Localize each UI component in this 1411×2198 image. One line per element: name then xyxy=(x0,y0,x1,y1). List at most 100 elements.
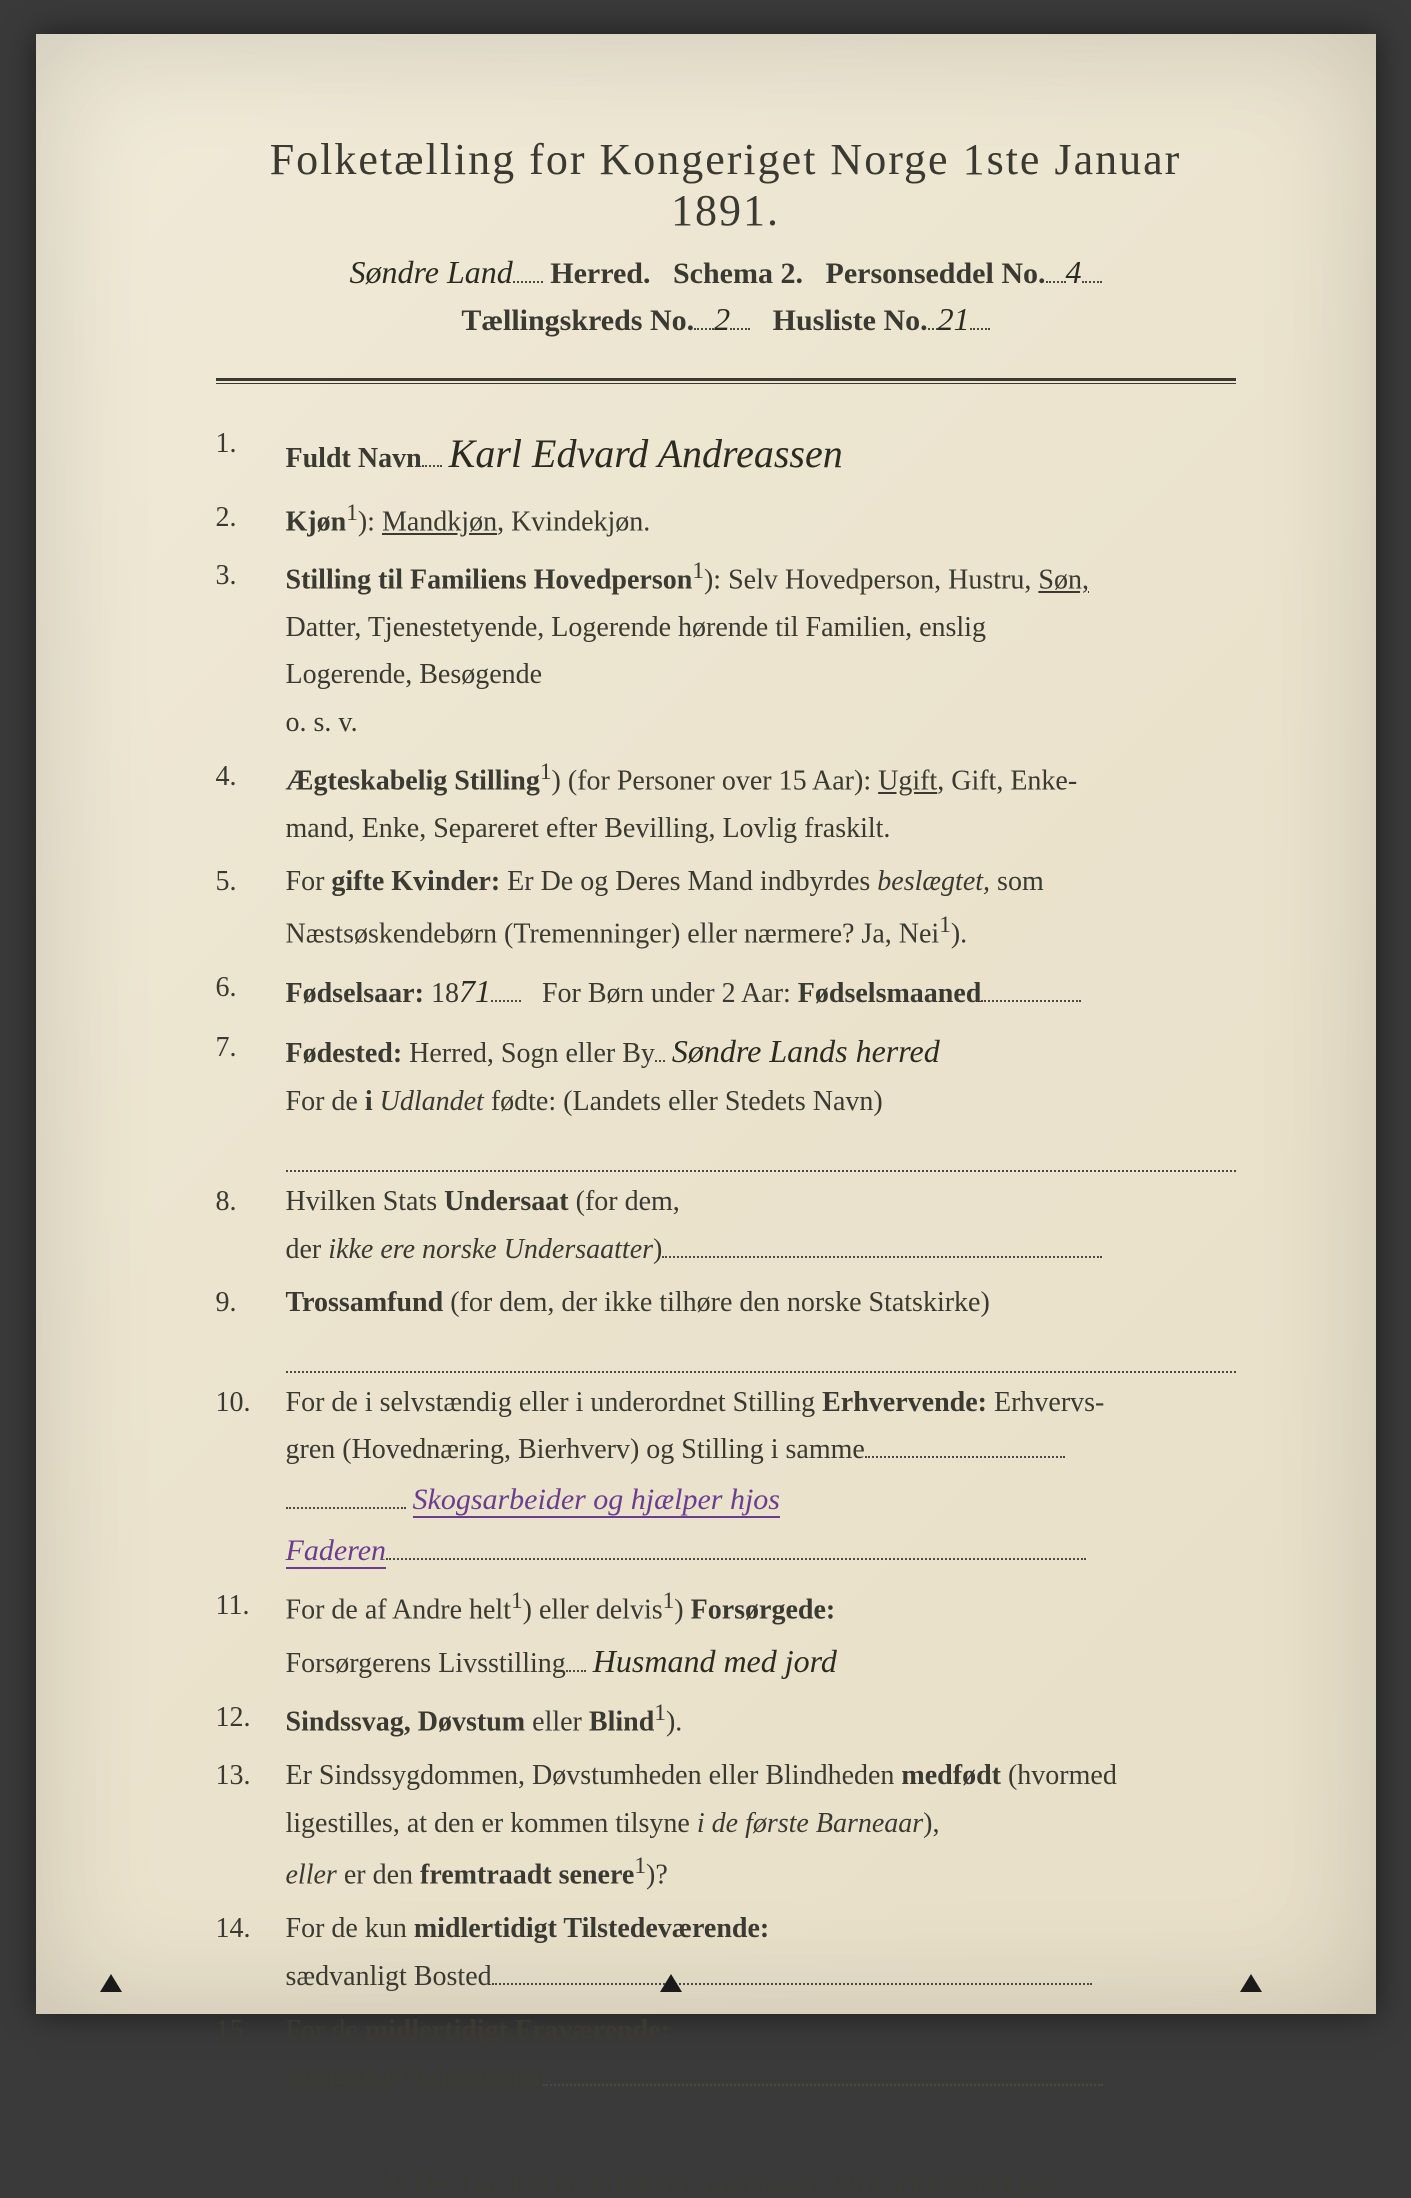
q11-sup1: 1 xyxy=(511,1588,523,1614)
divider-top xyxy=(216,378,1236,384)
tkreds-no: 2 xyxy=(714,301,730,337)
q4-rest1: , Gift, Enke- xyxy=(937,765,1077,796)
q5-text2: som xyxy=(990,866,1044,897)
footnote: 1) De for hvert Tilfælde passende Ord un… xyxy=(216,2163,1236,2198)
q11-value: Husmand med jord xyxy=(593,1643,837,1679)
q13-line2-ital: i de første Barneaar xyxy=(697,1808,923,1839)
q14-line2: sædvanligt Bosted xyxy=(286,1961,492,1992)
q9-text: (for dem, der ikke tilhøre den norske St… xyxy=(443,1287,990,1318)
q6-year-prefix: 18 xyxy=(424,978,459,1009)
field-14-temp-present: For de kun midlertidigt Tilstedeværende:… xyxy=(216,1905,1236,2000)
tkreds-label: Tællingskreds No. xyxy=(461,304,694,337)
q3-line2: Datter, Tjenestetyende, Logerende hørend… xyxy=(286,604,1236,652)
herred-label: Herred. xyxy=(550,257,650,290)
q13-line3-bold: fremtraadt senere xyxy=(420,1860,634,1891)
q3-label: Stilling til Familiens Hovedperson xyxy=(286,564,693,595)
q13-line3a: er den xyxy=(344,1860,420,1891)
q11-bold: Forsørgede: xyxy=(691,1594,836,1625)
q7-value: Søndre Lands herred xyxy=(672,1033,940,1069)
q6-label: Fødselsaar: xyxy=(286,978,424,1009)
q2-label: Kjøn xyxy=(286,506,347,537)
q5-prefix: For xyxy=(286,866,332,897)
q7-blank-line xyxy=(286,1130,1236,1172)
q2-sup: 1 xyxy=(346,500,358,526)
herred-value: Søndre Land xyxy=(349,254,512,290)
q9-bold: Trossamfund xyxy=(286,1287,444,1318)
field-11-supported: For de af Andre helt1) eller delvis1) Fo… xyxy=(216,1582,1236,1688)
q13-line3b: )? xyxy=(646,1860,668,1891)
q7-label: Fødested: xyxy=(286,1038,403,1069)
footnote-sup: 1 xyxy=(380,2163,394,2187)
personseddel-label: Personseddel No. xyxy=(826,257,1046,290)
q2-selected: Mandkjøn xyxy=(382,506,497,537)
q3-line4: o. s. v. xyxy=(286,699,1236,747)
q14-bold: midlertidigt Tilstedeværende: xyxy=(414,1913,769,1944)
field-15-temp-absent: For de midlertidigt Fraværende: antageli… xyxy=(216,2007,1236,2102)
q12-bold: Sindssvag, Døvstum xyxy=(286,1707,526,1738)
q4-label: Ægteskabelig Stilling xyxy=(286,765,540,796)
q14-text1: For de kun xyxy=(286,1913,414,1944)
q3-sup: 1 xyxy=(692,558,704,584)
schema-label: Schema 2. xyxy=(673,257,803,290)
q15-line2: antageligt Opholdssted xyxy=(286,2062,543,2093)
q5-bold1: gifte Kvinder: xyxy=(331,866,500,897)
q4-selected: Ugift xyxy=(878,765,937,796)
q10-value1: Skogsarbeider og hjælper hjos xyxy=(413,1483,781,1518)
q11-sup2: 1 xyxy=(663,1588,675,1614)
q13-bold1: medfødt xyxy=(901,1760,1001,1791)
q3-line3: Logerende, Besøgende xyxy=(286,651,1236,699)
field-13-disability-cause: Er Sindssygdommen, Døvstumheden eller Bl… xyxy=(216,1752,1236,1899)
document-page: Folketælling for Kongeriget Norge 1ste J… xyxy=(36,34,1376,2014)
q4-sup: 1 xyxy=(540,759,552,785)
q6-year-value: 71 xyxy=(459,973,491,1009)
binding-mark-center xyxy=(656,1966,686,1996)
q6-born-bold: Fødselsmaaned xyxy=(798,978,982,1009)
divider-bottom xyxy=(216,2132,1236,2133)
q12-sup: 1 xyxy=(654,1700,666,1726)
field-3-relation: Stilling til Familiens Hovedperson1): Se… xyxy=(216,552,1236,747)
q10-line2: gren (Hovednæring, Bierhverv) og Stillin… xyxy=(286,1434,865,1465)
husliste-label: Husliste No. xyxy=(773,304,928,337)
q1-value: Karl Edvard Andreassen xyxy=(449,431,843,476)
census-title: Folketælling for Kongeriget Norge 1ste J… xyxy=(216,134,1236,236)
q13-line3-ital: eller xyxy=(286,1860,344,1891)
q15-bold: midlertidigt Fraværende: xyxy=(365,2015,670,2046)
field-8-state-subject: Hvilken Stats Undersaat (for dem, der ik… xyxy=(216,1178,1236,1273)
q5-sup: 1 xyxy=(939,912,951,938)
field-5-married-women: For gifte Kvinder: Er De og Deres Mand i… xyxy=(216,858,1236,958)
field-7-birthplace: Fødested: Herred, Sogn eller By Søndre L… xyxy=(216,1024,1236,1172)
q10-value2: Faderen xyxy=(286,1534,387,1569)
q8-line2: der xyxy=(286,1234,329,1265)
field-6-birthyear: Fødselsaar: 1871 For Børn under 2 Aar: F… xyxy=(216,964,1236,1018)
field-10-occupation: For de i selvstændig eller i underordnet… xyxy=(216,1379,1236,1576)
q1-label: Fuldt Navn xyxy=(286,443,422,474)
q10-text2: Erhvervs- xyxy=(987,1387,1104,1418)
q11-text3: ) xyxy=(674,1594,690,1625)
document-header: Folketælling for Kongeriget Norge 1ste J… xyxy=(216,134,1236,338)
q3-selected: Søn, xyxy=(1038,564,1089,595)
field-4-marital: Ægteskabelig Stilling1) (for Personer ov… xyxy=(216,753,1236,853)
q4-line2: mand, Enke, Separeret efter Bevilling, L… xyxy=(286,805,1236,853)
q7-line2b: i xyxy=(365,1086,373,1117)
footnote-text: ) De for hvert Tilfælde passende Ord und… xyxy=(394,2168,1071,2197)
personseddel-no: 4 xyxy=(1066,254,1082,290)
q13-line2a: ligestilles, at den er kommen tilsyne xyxy=(286,1808,697,1839)
q13-text1: Er Sindssygdommen, Døvstumheden eller Bl… xyxy=(286,1760,902,1791)
q7-line2d: fødte: (Landets eller Stedets Navn) xyxy=(491,1086,883,1117)
q8-text1: Hvilken Stats xyxy=(286,1186,445,1217)
q8-bold: Undersaat xyxy=(444,1186,568,1217)
q7-line2a: For de xyxy=(286,1086,365,1117)
field-9-religion: Trossamfund (for dem, der ikke tilhøre d… xyxy=(216,1279,1236,1373)
q8-line2-ital: ikke ere norske Undersaatter xyxy=(328,1234,653,1265)
q5-line2a: Næstsøskendebørn (Tremenninger) eller næ… xyxy=(286,918,940,949)
field-1-name: Fuldt Navn Karl Edvard Andreassen xyxy=(216,420,1236,488)
q5-line2b: ). xyxy=(951,918,967,949)
q13-sup: 1 xyxy=(634,1853,646,1879)
q11-text1: For de af Andre helt xyxy=(286,1594,512,1625)
q15-text1: For de xyxy=(286,2015,365,2046)
q8-text2: (for dem, xyxy=(569,1186,680,1217)
field-list: Fuldt Navn Karl Edvard Andreassen Kjøn1)… xyxy=(216,420,1236,2102)
field-12-disability: Sindssvag, Døvstum eller Blind1). xyxy=(216,1694,1236,1746)
q7-line2c: Udlandet xyxy=(373,1086,491,1117)
q3-line1a: Selv Hovedperson, Hustru, xyxy=(728,564,1038,595)
